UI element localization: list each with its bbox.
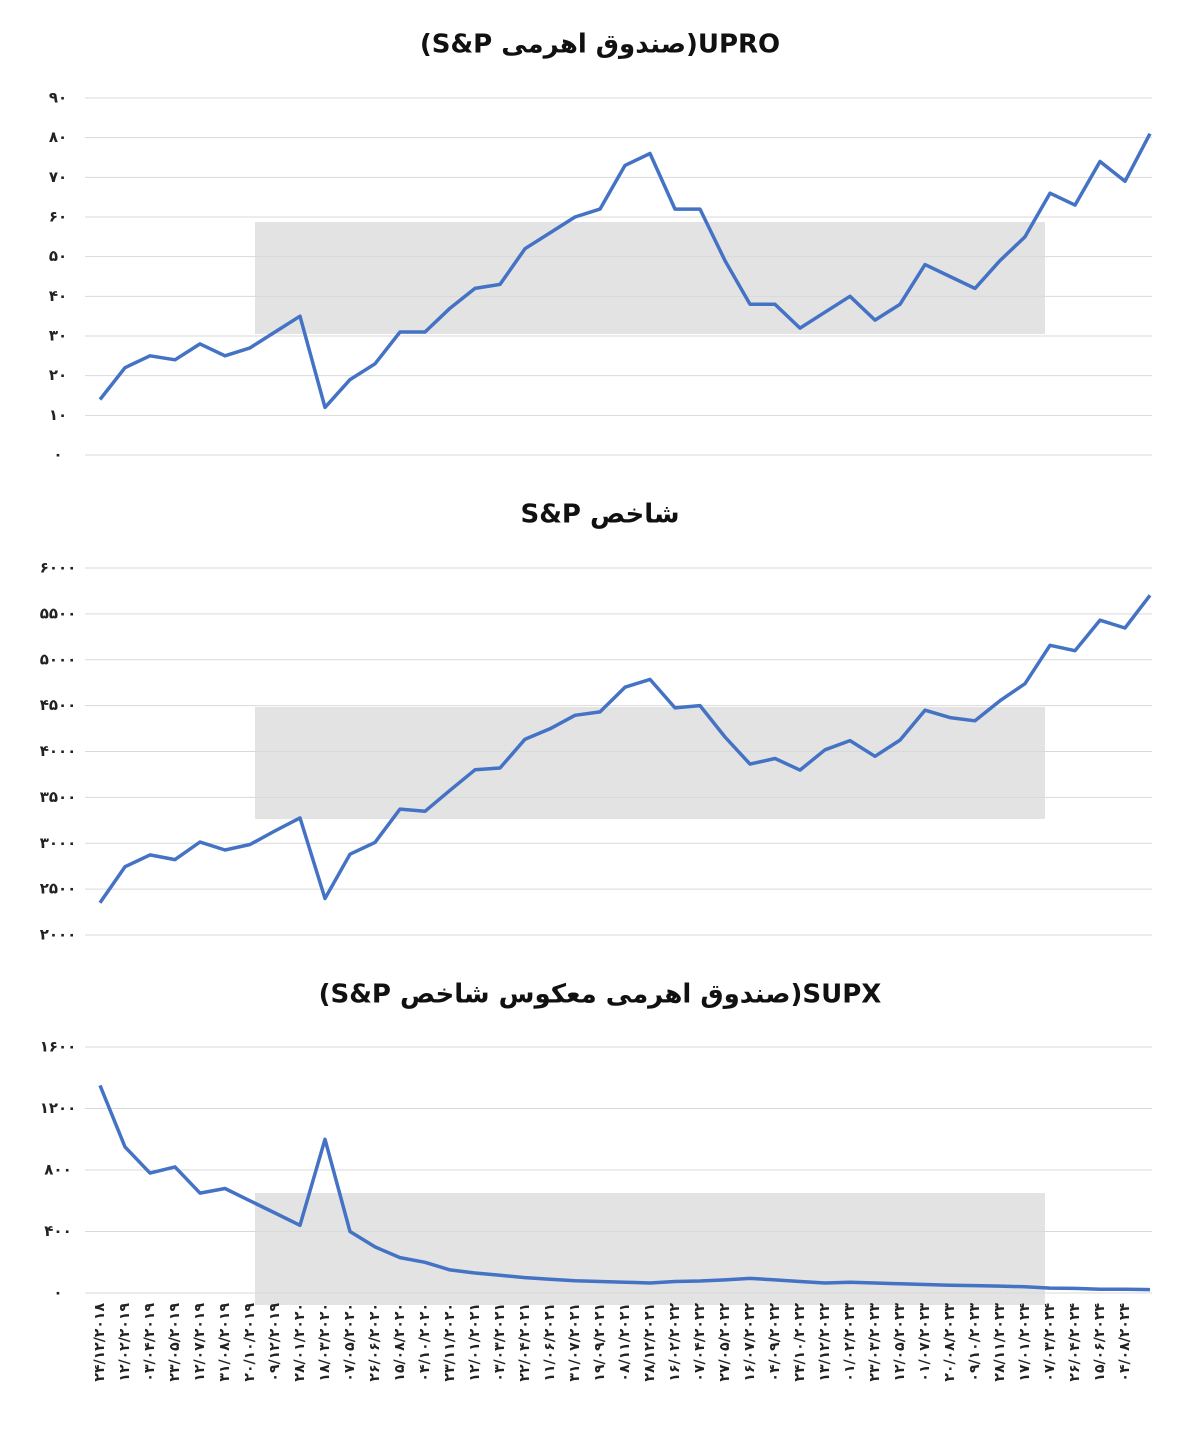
- y-tick-label: ۲۰۰۰: [40, 926, 77, 944]
- x-tick-label: ۲۶/۰۴/۲۰۲۴: [1067, 1303, 1083, 1382]
- chart-title: UPRO(صندوق اهرمی S&P): [420, 30, 780, 60]
- x-tick-label: ۱۲/۰۲/۲۰۱۹: [117, 1303, 133, 1382]
- x-tick-label: ۰۹/۱۰/۲۰۲۳: [967, 1303, 983, 1382]
- x-tick-label: ۲۲/۰۴/۲۰۲۱: [517, 1303, 533, 1382]
- y-tick-label: ۸۰: [49, 128, 67, 146]
- x-tick-label: ۲۳/۱۱/۲۰۲۰: [442, 1303, 458, 1382]
- y-tick-label: ۴۰: [49, 287, 67, 305]
- x-tick-label: ۲۸/۰۱/۲۰۲۰: [292, 1303, 308, 1382]
- y-tick-label: ۶۰۰۰: [40, 559, 77, 577]
- y-tick-label: ۳۰: [49, 327, 67, 345]
- x-tick-label: ۲۰/۱۰/۲۰۱۹: [242, 1303, 258, 1382]
- chart-title: SUPX(صندوق اهرمی معکوس شاخص S&P): [319, 980, 882, 1010]
- x-tick-label: ۱۶/۰۷/۲۰۲۲: [742, 1303, 758, 1382]
- y-tick-label: ۴۵۰۰: [40, 696, 77, 714]
- x-tick-label: ۲۸/۱۲/۲۰۲۱: [642, 1303, 658, 1382]
- x-tick-label: ۱۵/۰۸/۲۰۲۰: [392, 1303, 408, 1382]
- y-tick-label: ۵۵۰۰: [40, 604, 77, 622]
- x-tick-label: ۲۷/۰۵/۲۰۲۲: [717, 1303, 733, 1382]
- x-tick-label: ۱۳/۱۲/۲۰۲۲: [817, 1303, 833, 1382]
- y-tick-label: ۰: [53, 1284, 62, 1302]
- x-tick-label: ۰۸/۱۱/۲۰۲۱: [617, 1303, 633, 1382]
- y-tick-label: ۳۵۰۰: [40, 788, 77, 806]
- x-tick-label: ۰۷/۰۴/۲۰۲۲: [692, 1303, 708, 1382]
- x-tick-label: ۲۰/۰۸/۲۰۲۳: [942, 1303, 958, 1382]
- x-tick-label: ۱۹/۰۹/۲۰۲۱: [592, 1303, 608, 1382]
- watermarks: [255, 222, 1045, 1305]
- y-tick-label: ۴۰۰: [44, 1222, 71, 1240]
- y-tick-label: ۵۰: [49, 247, 67, 265]
- watermark: [255, 1193, 1045, 1305]
- x-tick-label: ۱۸/۰۳/۲۰۲۰: [317, 1303, 333, 1382]
- y-tick-label: ۲۵۰۰: [40, 880, 77, 898]
- y-tick-label: ۶۰: [49, 208, 67, 226]
- data-line: [98, 132, 1152, 410]
- y-tick-label: ۷۰: [49, 168, 67, 186]
- x-tick-label: ۲۴/۱۰/۲۰۲۲: [792, 1303, 808, 1382]
- y-tick-label: ۸۰۰: [44, 1161, 71, 1179]
- x-tick-label: ۱۶/۰۲/۲۰۲۲: [667, 1303, 683, 1382]
- watermark: [255, 707, 1045, 819]
- y-tick-label: ۹۰: [49, 89, 67, 107]
- x-tick-label: ۰۷/۰۵/۲۰۲۰: [342, 1303, 358, 1382]
- data-line: [98, 594, 1152, 904]
- x-tick-label: ۰۷/۰۳/۲۰۲۴: [1042, 1303, 1058, 1382]
- x-tick-label: ۲۳/۰۳/۲۰۲۳: [867, 1303, 883, 1382]
- x-tick-label: ۰۹/۱۲/۲۰۱۹: [267, 1303, 283, 1382]
- y-tick-label: ۱۲۰۰: [40, 1099, 77, 1117]
- x-tick-label: ۳۱/۰۸/۲۰۱۹: [217, 1303, 233, 1382]
- x-tick-label: ۲۸/۱۱/۲۰۲۳: [992, 1303, 1008, 1382]
- y-tick-label: ۴۰۰۰: [40, 742, 77, 760]
- x-tick-label: ۰۱/۰۷/۲۰۲۳: [917, 1303, 933, 1382]
- x-tick-label: ۰۴/۰۹/۲۰۲۲: [767, 1303, 783, 1382]
- x-tick-label: ۰۳/۰۳/۲۰۲۱: [492, 1303, 508, 1382]
- watermark: [255, 222, 1045, 334]
- chart-title: شاخص S&P: [520, 500, 679, 530]
- y-tick-label: ۳۰۰۰: [40, 834, 77, 852]
- y-tick-label: ۲۰: [49, 366, 67, 384]
- data-line: [98, 1084, 1151, 1292]
- y-tick-label: ۰: [53, 446, 62, 464]
- x-tick-label: ۲۴/۱۲/۲۰۱۸: [92, 1303, 108, 1382]
- x-tick-label: ۱۲/۰۵/۲۰۲۳: [892, 1303, 908, 1382]
- x-tick-label: ۲۶/۰۶/۲۰۲۰: [367, 1303, 383, 1382]
- x-tick-label: ۲۳/۰۵/۲۰۱۹: [167, 1303, 183, 1382]
- x-tick-label: ۰۳/۰۴/۲۰۱۹: [142, 1303, 158, 1382]
- x-tick-label: ۱۵/۰۶/۲۰۲۴: [1092, 1303, 1108, 1382]
- x-tick-label: ۰۴/۰۸/۲۰۲۴: [1117, 1303, 1133, 1382]
- x-tick-label: ۱۲/۰۱/۲۰۲۱: [467, 1303, 483, 1382]
- y-tick-label: ۱۶۰۰: [40, 1038, 77, 1056]
- y-tick-label: ۵۰۰۰: [40, 650, 77, 668]
- y-tick-label: ۱۰: [49, 406, 67, 424]
- x-tick-label: ۳۱/۰۷/۲۰۲۱: [567, 1303, 583, 1382]
- x-tick-label: ۰۴/۱۰/۲۰۲۰: [417, 1303, 433, 1382]
- x-tick-label: ۱۷/۰۱/۲۰۲۴: [1017, 1303, 1033, 1382]
- x-tick-label: ۰۱/۰۲/۲۰۲۳: [842, 1303, 858, 1382]
- x-tick-label: ۱۲/۰۷/۲۰۱۹: [192, 1303, 208, 1382]
- x-tick-label: ۱۱/۰۶/۲۰۲۱: [542, 1303, 558, 1382]
